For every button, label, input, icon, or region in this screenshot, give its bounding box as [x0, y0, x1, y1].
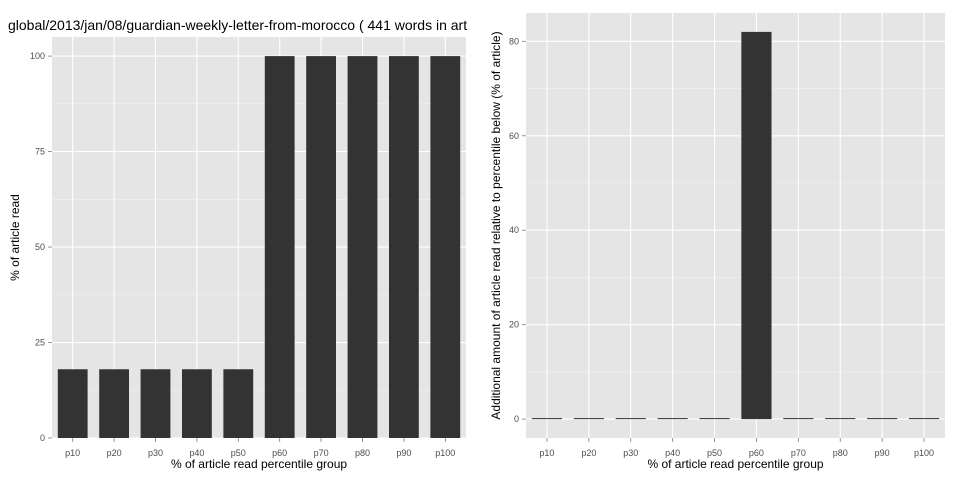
right-bar-p40: [657, 418, 688, 420]
x-tick-label: p90: [396, 448, 411, 458]
left-bar-p10: [57, 369, 88, 438]
x-tick-label: p100: [435, 448, 455, 458]
left-bar-p80: [347, 56, 378, 438]
left-y-ticks: 0 25 50 75 100: [30, 51, 52, 443]
x-tick-label: p60: [272, 448, 287, 458]
x-tick-label: p70: [791, 448, 806, 458]
right-y-ticks: 0 20 40 60 80: [509, 36, 526, 424]
right-bar-p10: [531, 418, 563, 420]
left-bar-p90: [388, 56, 419, 438]
left-x-ticks: p10 p20 p30 p40 p50 p60 p70 p80 p90 p100: [65, 438, 455, 458]
right-bars: [531, 31, 940, 420]
left-bar-p30: [140, 369, 171, 438]
x-tick-label: p80: [355, 448, 370, 458]
x-tick-label: p10: [65, 448, 80, 458]
x-tick-label: p40: [665, 448, 680, 458]
right-plot-panel: [526, 13, 945, 438]
x-tick-label: p30: [623, 448, 638, 458]
left-x-axis-title: % of article read percentile group: [171, 457, 347, 471]
x-tick-label: p100: [914, 448, 934, 458]
right-x-ticks: p10 p20 p30 p40 p50 p60 p70 p80 p90 p100: [539, 438, 934, 458]
chart-title: global/2013/jan/08/guardian-weekly-lette…: [8, 17, 467, 33]
right-bar-p30: [615, 418, 646, 420]
x-tick-label: p10: [539, 448, 554, 458]
y-tick-label: 50: [35, 242, 45, 252]
right-gridlines: [526, 13, 945, 438]
x-tick-label: p20: [581, 448, 596, 458]
x-tick-label: p60: [749, 448, 764, 458]
left-bar-p50: [223, 369, 254, 438]
right-bar-p50: [699, 418, 730, 420]
y-tick-label: 0: [40, 433, 45, 443]
right-bar-p80: [825, 418, 856, 420]
left-bars: [57, 56, 461, 438]
x-tick-label: p20: [107, 448, 122, 458]
y-tick-label: 20: [509, 320, 519, 330]
left-bar-p70: [306, 56, 337, 438]
y-tick-label: 60: [509, 131, 519, 141]
right-y-axis-title: Additional amount of article read relati…: [489, 31, 503, 419]
y-tick-label: 0: [514, 414, 519, 424]
left-bar-p60: [264, 56, 295, 438]
x-tick-label: p40: [189, 448, 204, 458]
left-bar-p40: [181, 369, 212, 438]
left-y-axis-title: % of article read: [8, 194, 22, 281]
y-tick-label: 75: [35, 147, 45, 157]
x-tick-label: p50: [231, 448, 246, 458]
x-tick-label: p30: [148, 448, 163, 458]
x-tick-label: p50: [707, 448, 722, 458]
right-bar-p60: [741, 31, 772, 420]
y-tick-label: 80: [509, 36, 519, 46]
x-tick-label: p80: [833, 448, 848, 458]
left-bar-p20: [99, 369, 130, 438]
right-bar-p20: [573, 418, 604, 420]
left-bar-p100: [430, 56, 461, 438]
x-tick-label: p90: [875, 448, 890, 458]
right-x-axis-title: % of article read percentile group: [647, 457, 823, 471]
y-tick-label: 40: [509, 225, 519, 235]
y-tick-label: 100: [30, 51, 45, 61]
right-bar-p90: [867, 418, 898, 420]
right-bar-p70: [783, 418, 814, 420]
y-tick-label: 25: [35, 338, 45, 348]
x-tick-label: p70: [314, 448, 329, 458]
right-bar-p100: [908, 418, 940, 420]
